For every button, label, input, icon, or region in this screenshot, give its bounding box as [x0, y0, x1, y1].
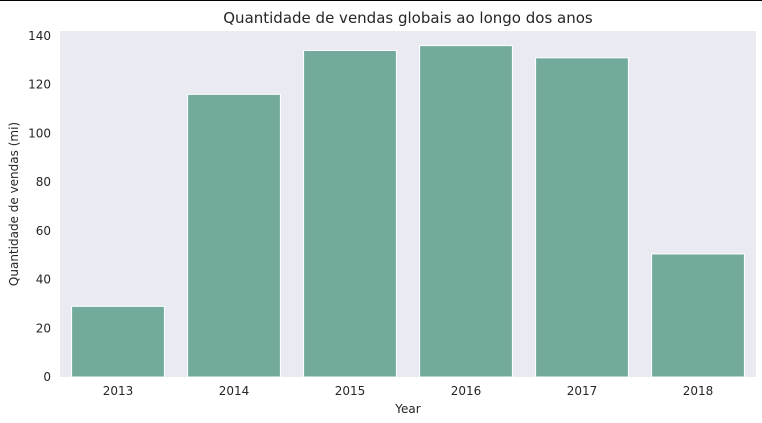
x-tick-label: 2016 — [451, 384, 482, 398]
x-tick-label: 2015 — [335, 384, 366, 398]
bar-2013 — [71, 305, 165, 378]
y-tick-label: 60 — [36, 224, 51, 238]
bar-2018 — [651, 253, 745, 378]
x-tick-label: 2018 — [683, 384, 714, 398]
y-tick-label: 80 — [36, 175, 51, 189]
y-tick-label: 0 — [43, 370, 51, 384]
y-axis-label: Quantidade de vendas (mi) — [7, 122, 21, 286]
y-tick-label: 20 — [36, 321, 51, 335]
bar-2016 — [419, 45, 513, 378]
x-tick-label: 2013 — [103, 384, 134, 398]
x-tick-label: 2014 — [219, 384, 250, 398]
y-tick-label: 40 — [36, 273, 51, 287]
bar-2014 — [187, 93, 281, 378]
x-axis-ticks: 2013 2014 2015 2016 2017 2018 — [103, 384, 714, 398]
bar-2015 — [303, 49, 397, 378]
y-tick-label: 140 — [28, 29, 51, 43]
bars-group — [71, 45, 745, 378]
y-axis-ticks: 0 20 40 60 80 100 120 140 — [28, 29, 51, 384]
y-tick-label: 120 — [28, 78, 51, 92]
x-axis-label: Year — [394, 402, 420, 416]
chart-title: Quantidade de vendas globais ao longo do… — [223, 9, 593, 27]
top-border-line — [0, 0, 762, 1]
plot-area — [60, 31, 756, 377]
y-tick-label: 100 — [28, 126, 51, 140]
x-tick-label: 2017 — [567, 384, 598, 398]
bar-2017 — [535, 57, 629, 378]
